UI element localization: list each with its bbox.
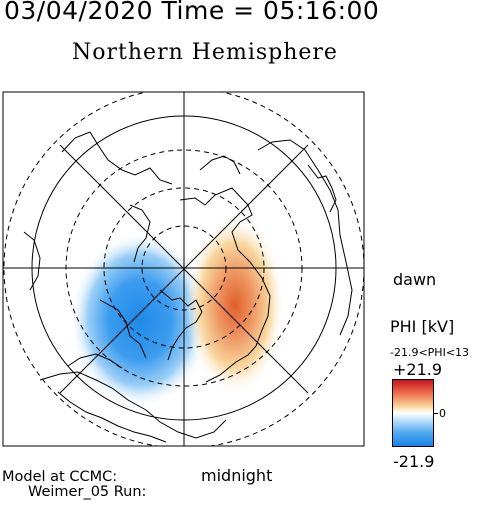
colorbar-min-label: -21.9 — [393, 452, 435, 471]
colorbar-zero-tick — [434, 413, 438, 414]
colorbar-range-label: -21.9<PHI<13 — [390, 346, 470, 359]
model-label: Model at CCMC: — [2, 469, 118, 485]
positive-potential-cell — [185, 215, 285, 395]
colorbar-max-label: +21.9 — [393, 360, 443, 379]
dawn-label: dawn — [393, 270, 437, 289]
colorbar-zero-label: 0 — [439, 407, 446, 420]
coastlines — [23, 131, 353, 443]
meridian-diagonal-2 — [59, 144, 309, 394]
midnight-label: midnight — [201, 466, 273, 485]
run-label: Weimer_05 Run: — [28, 484, 147, 500]
colorbar — [392, 379, 434, 447]
colorbar-title: PHI [kV] — [390, 317, 455, 336]
header-date-time: 03/04/2020 Time = 05:16:00 — [4, 0, 380, 25]
map-title: Northern Hemisphere — [72, 40, 338, 65]
negative-potential-cell — [70, 232, 210, 408]
